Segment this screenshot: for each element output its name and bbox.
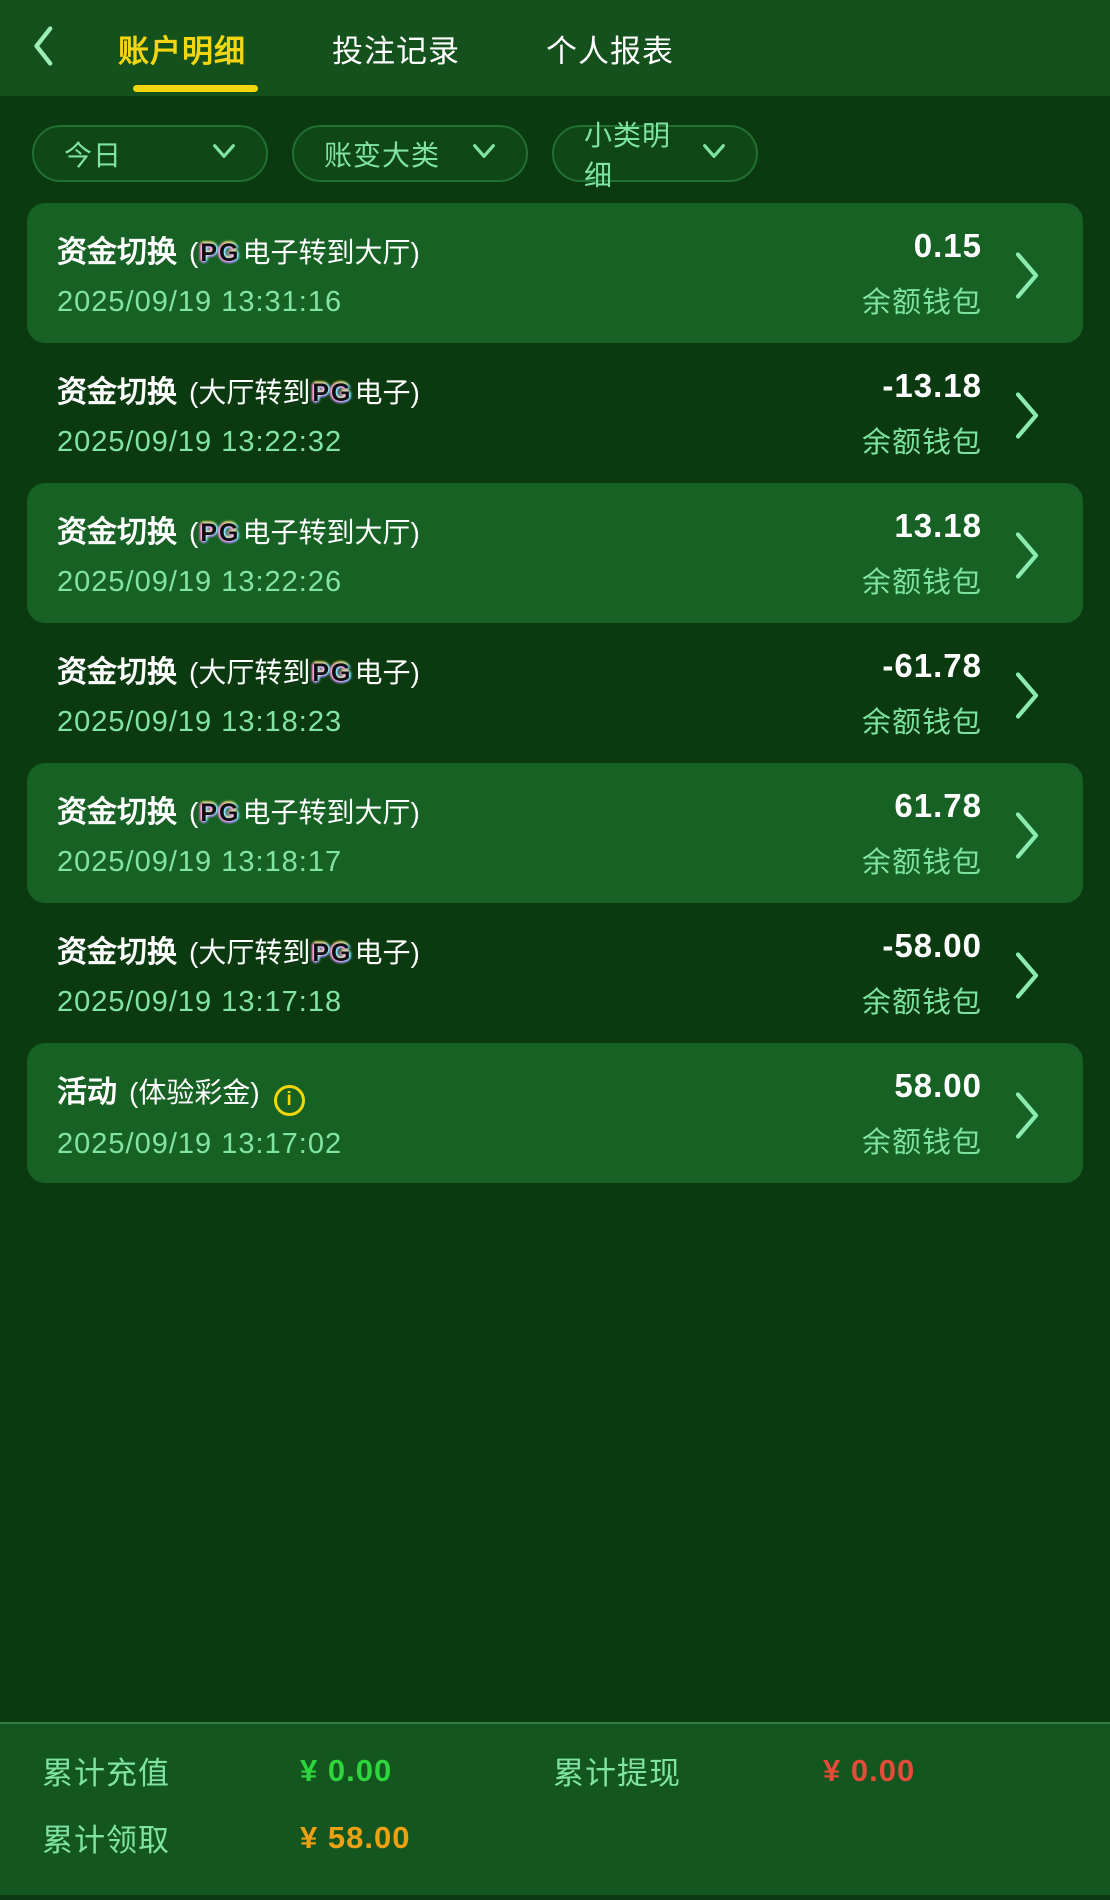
transaction-time: 2025/09/19 13:22:32 [57, 426, 343, 458]
filter-subcategory-label: 小类明细 [584, 119, 672, 191]
transaction-amount: 61.78 [894, 787, 982, 824]
info-icon[interactable]: i [273, 1084, 305, 1116]
transaction-time: 2025/09/19 13:18:23 [57, 706, 343, 738]
transaction-amount: -13.18 [882, 367, 982, 404]
transaction-list: 资金切换 (PG电子转到大厅) 2025/09/19 13:31:16 0.15 … [27, 203, 1083, 1183]
transaction-row[interactable]: 活动 (体验彩金) i 2025/09/19 13:17:02 58.00 余额钱包 [27, 1043, 1083, 1183]
chevron-right-icon [1009, 530, 1045, 579]
filter-subcategory-dropdown[interactable]: 小类明细 [552, 120, 758, 191]
transaction-amount: -61.78 [882, 647, 982, 684]
transaction-row[interactable]: 资金切换 (PG电子转到大厅) 2025/09/19 13:31:16 0.15 … [27, 203, 1083, 343]
total-withdraw-label: 累计提现 [553, 1756, 681, 1791]
transaction-amount: 13.18 [894, 507, 982, 544]
wallet-badge: 余额钱包 [861, 1127, 982, 1159]
transaction-amount: 58.00 [894, 1067, 982, 1104]
tab-account-details[interactable]: 账户明细 [118, 33, 246, 69]
filter-category-label: 账变大类 [324, 139, 441, 171]
transaction-title: 资金切换 (大厅转到PG电子) [57, 656, 420, 689]
transaction-row[interactable]: 资金切换 (PG电子转到大厅) 2025/09/19 13:18:17 61.78… [27, 763, 1083, 903]
summary-bar: 累计充值 ¥ 0.00 累计提现 ¥ 0.00 累计领取 ¥ 58.00 [0, 1722, 1110, 1900]
chevron-right-icon [1009, 250, 1045, 299]
transaction-row[interactable]: 资金切换 (PG电子转到大厅) 2025/09/19 13:22:26 13.18… [27, 483, 1083, 623]
transaction-row[interactable]: 资金切换 (大厅转到PG电子) 2025/09/19 13:18:23 -61.7… [27, 623, 1083, 763]
wallet-badge: 余额钱包 [861, 287, 982, 319]
wallet-badge: 余额钱包 [861, 987, 982, 1019]
transaction-title: 资金切换 (PG电子转到大厅) [57, 236, 420, 269]
chevron-right-icon [1009, 810, 1045, 859]
chevron-right-icon [1009, 390, 1045, 439]
chevron-down-icon [468, 135, 500, 172]
pg-logo: PG [312, 939, 353, 967]
chevron-right-icon [1009, 670, 1045, 719]
header: 账户明细 投注记录 个人报表 [0, 0, 1110, 96]
tab-bet-records[interactable]: 投注记录 [332, 33, 460, 69]
chevron-down-icon [208, 135, 240, 172]
filter-bar: 今日 账变大类 小类明细 [0, 120, 1110, 191]
filter-date-label: 今日 [64, 139, 123, 171]
total-withdraw-value: ¥ 0.00 [823, 1752, 916, 1788]
transaction-amount: -58.00 [882, 927, 982, 964]
tab-bar: 账户明细 投注记录 个人报表 [118, 26, 674, 71]
transaction-time: 2025/09/19 13:17:18 [57, 986, 343, 1018]
back-button[interactable] [14, 0, 74, 96]
transaction-time: 2025/09/19 13:22:26 [57, 566, 343, 598]
transaction-row[interactable]: 资金切换 (大厅转到PG电子) 2025/09/19 13:22:32 -13.1… [27, 343, 1083, 483]
total-deposit-value: ¥ 0.00 [300, 1752, 393, 1788]
chevron-right-icon [1009, 950, 1045, 999]
total-deposit-label: 累计充值 [42, 1756, 170, 1791]
transaction-time: 2025/09/19 13:17:02 [57, 1127, 343, 1160]
transaction-title: 资金切换 (PG电子转到大厅) [57, 516, 420, 549]
wallet-badge: 余额钱包 [861, 567, 982, 599]
filter-category-dropdown[interactable]: 账变大类 [292, 125, 528, 182]
total-claimed-value: ¥ 58.00 [300, 1819, 411, 1855]
chevron-left-icon [29, 24, 59, 73]
transaction-time: 2025/09/19 13:18:17 [57, 846, 343, 878]
transaction-time: 2025/09/19 13:31:16 [57, 286, 343, 318]
pg-logo: PG [312, 659, 353, 687]
transaction-row[interactable]: 资金切换 (大厅转到PG电子) 2025/09/19 13:17:18 -58.0… [27, 903, 1083, 1043]
active-tab-underline [133, 85, 258, 92]
transaction-amount: 0.15 [913, 227, 982, 264]
filter-date-dropdown[interactable]: 今日 [32, 125, 268, 182]
wallet-badge: 余额钱包 [861, 847, 982, 879]
pg-logo: PG [200, 519, 241, 547]
tab-personal-report[interactable]: 个人报表 [546, 33, 674, 69]
pg-logo: PG [200, 799, 241, 827]
pg-logo: PG [312, 379, 353, 407]
transaction-title: 资金切换 (PG电子转到大厅) [57, 796, 420, 829]
wallet-badge: 余额钱包 [861, 427, 982, 459]
wallet-badge: 余额钱包 [861, 707, 982, 739]
transaction-title: 资金切换 (大厅转到PG电子) [57, 936, 420, 969]
total-claimed-label: 累计领取 [42, 1823, 170, 1858]
pg-logo: PG [200, 239, 241, 267]
transaction-title: 资金切换 (大厅转到PG电子) [57, 376, 420, 409]
chevron-down-icon [698, 135, 730, 172]
chevron-right-icon [1009, 1090, 1045, 1139]
transaction-title: 活动 (体验彩金) i [57, 1067, 1053, 1116]
